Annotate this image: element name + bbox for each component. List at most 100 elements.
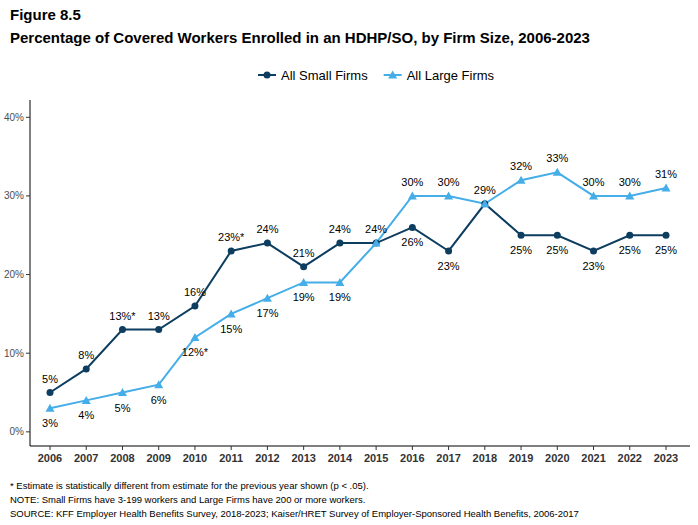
marker — [373, 240, 380, 247]
marker — [589, 191, 598, 199]
x-tick — [629, 446, 630, 450]
data-label: 23% — [438, 260, 460, 272]
subtitle: Percentage of Covered Workers Enrolled i… — [10, 29, 590, 46]
marker — [264, 72, 271, 79]
legend-label: All Large Firms — [407, 68, 495, 83]
data-label: 16% — [184, 286, 206, 298]
data-label: 4% — [78, 409, 94, 421]
data-label: 25% — [655, 244, 677, 256]
data-label: 24% — [329, 223, 351, 235]
data-label: 32% — [510, 160, 532, 172]
y-tick — [26, 353, 30, 354]
data-label: 25% — [510, 244, 532, 256]
data-label: 3% — [42, 417, 58, 429]
data-label: 5% — [42, 373, 58, 385]
data-label: 15% — [220, 323, 242, 335]
marker — [46, 404, 55, 412]
y-tick — [26, 117, 30, 118]
marker — [388, 71, 397, 79]
x-tick-label: 2007 — [74, 452, 98, 464]
legend-item: All Small Firms — [258, 68, 368, 83]
marker — [518, 232, 525, 239]
note: NOTE: Small Firms have 3-199 workers and… — [10, 494, 365, 505]
data-label: 6% — [151, 394, 167, 406]
y-tick — [26, 431, 30, 432]
marker — [663, 232, 670, 239]
marker — [372, 239, 381, 247]
marker — [264, 240, 271, 247]
data-label: 24% — [256, 223, 278, 235]
note: SOURCE: KFF Employer Health Benefits Sur… — [10, 508, 579, 519]
x-tick-label: 2008 — [110, 452, 134, 464]
plot-area — [46, 168, 671, 412]
chart: Figure 8.5 Percentage of Covered Workers … — [0, 0, 698, 525]
title: Figure 8.5 — [10, 6, 81, 23]
x-tick — [521, 446, 522, 450]
data-label: 25% — [546, 244, 568, 256]
marker — [83, 365, 90, 372]
x-tick-label: 2021 — [581, 452, 605, 464]
marker — [554, 232, 561, 239]
x-tick — [303, 446, 304, 450]
x-tick — [557, 446, 558, 450]
data-label: 29% — [474, 184, 496, 196]
marker — [481, 200, 488, 207]
x-axis-line — [30, 446, 690, 447]
y-tick-label: 30% — [4, 190, 24, 201]
y-axis-line — [30, 100, 31, 446]
x-tick — [86, 446, 87, 450]
data-label: 17% — [256, 307, 278, 319]
x-tick-label: 2010 — [183, 452, 207, 464]
x-tick-label: 2011 — [219, 452, 243, 464]
y-tick — [26, 274, 30, 275]
data-label: 30% — [619, 176, 641, 188]
marker — [300, 263, 307, 270]
marker — [625, 191, 634, 199]
x-tick-label: 2012 — [255, 452, 279, 464]
marker — [191, 303, 198, 310]
marker — [335, 278, 344, 286]
marker — [227, 309, 236, 317]
y-tick — [26, 195, 30, 196]
series-line — [50, 204, 666, 393]
data-label: 21% — [293, 247, 315, 259]
x-tick — [194, 446, 195, 450]
data-label: 31% — [655, 168, 677, 180]
data-label: 8% — [78, 349, 94, 361]
marker — [155, 326, 162, 333]
x-tick — [231, 446, 232, 450]
x-tick-label: 2023 — [654, 452, 678, 464]
x-tick-label: 2013 — [291, 452, 315, 464]
y-tick-label: 10% — [4, 348, 24, 359]
marker — [517, 176, 526, 184]
marker — [662, 184, 671, 192]
marker — [445, 247, 452, 254]
marker — [263, 294, 272, 302]
marker — [480, 199, 489, 207]
data-label: 30% — [401, 176, 423, 188]
x-tick — [158, 446, 159, 450]
x-tick — [267, 446, 268, 450]
x-tick — [376, 446, 377, 450]
data-label: 33% — [546, 152, 568, 164]
y-tick-label: 20% — [4, 269, 24, 280]
legend-item: All Large Firms — [384, 68, 495, 83]
x-tick-label: 2009 — [146, 452, 170, 464]
legend-label: All Small Firms — [281, 68, 368, 83]
data-label: 24% — [365, 223, 387, 235]
data-label: 19% — [329, 291, 351, 303]
data-label: 5% — [115, 402, 131, 414]
marker — [190, 333, 199, 341]
marker — [553, 168, 562, 176]
x-tick-label: 2016 — [400, 452, 424, 464]
x-tick — [339, 446, 340, 450]
x-tick-label: 2020 — [545, 452, 569, 464]
data-label: 23%* — [218, 231, 245, 243]
data-label: 13% — [148, 310, 170, 322]
x-tick-label: 2019 — [509, 452, 533, 464]
data-label: 30% — [583, 176, 605, 188]
data-label: 25% — [619, 244, 641, 256]
x-tick-label: 2017 — [436, 452, 460, 464]
x-tick-label: 2006 — [38, 452, 62, 464]
x-tick — [412, 446, 413, 450]
